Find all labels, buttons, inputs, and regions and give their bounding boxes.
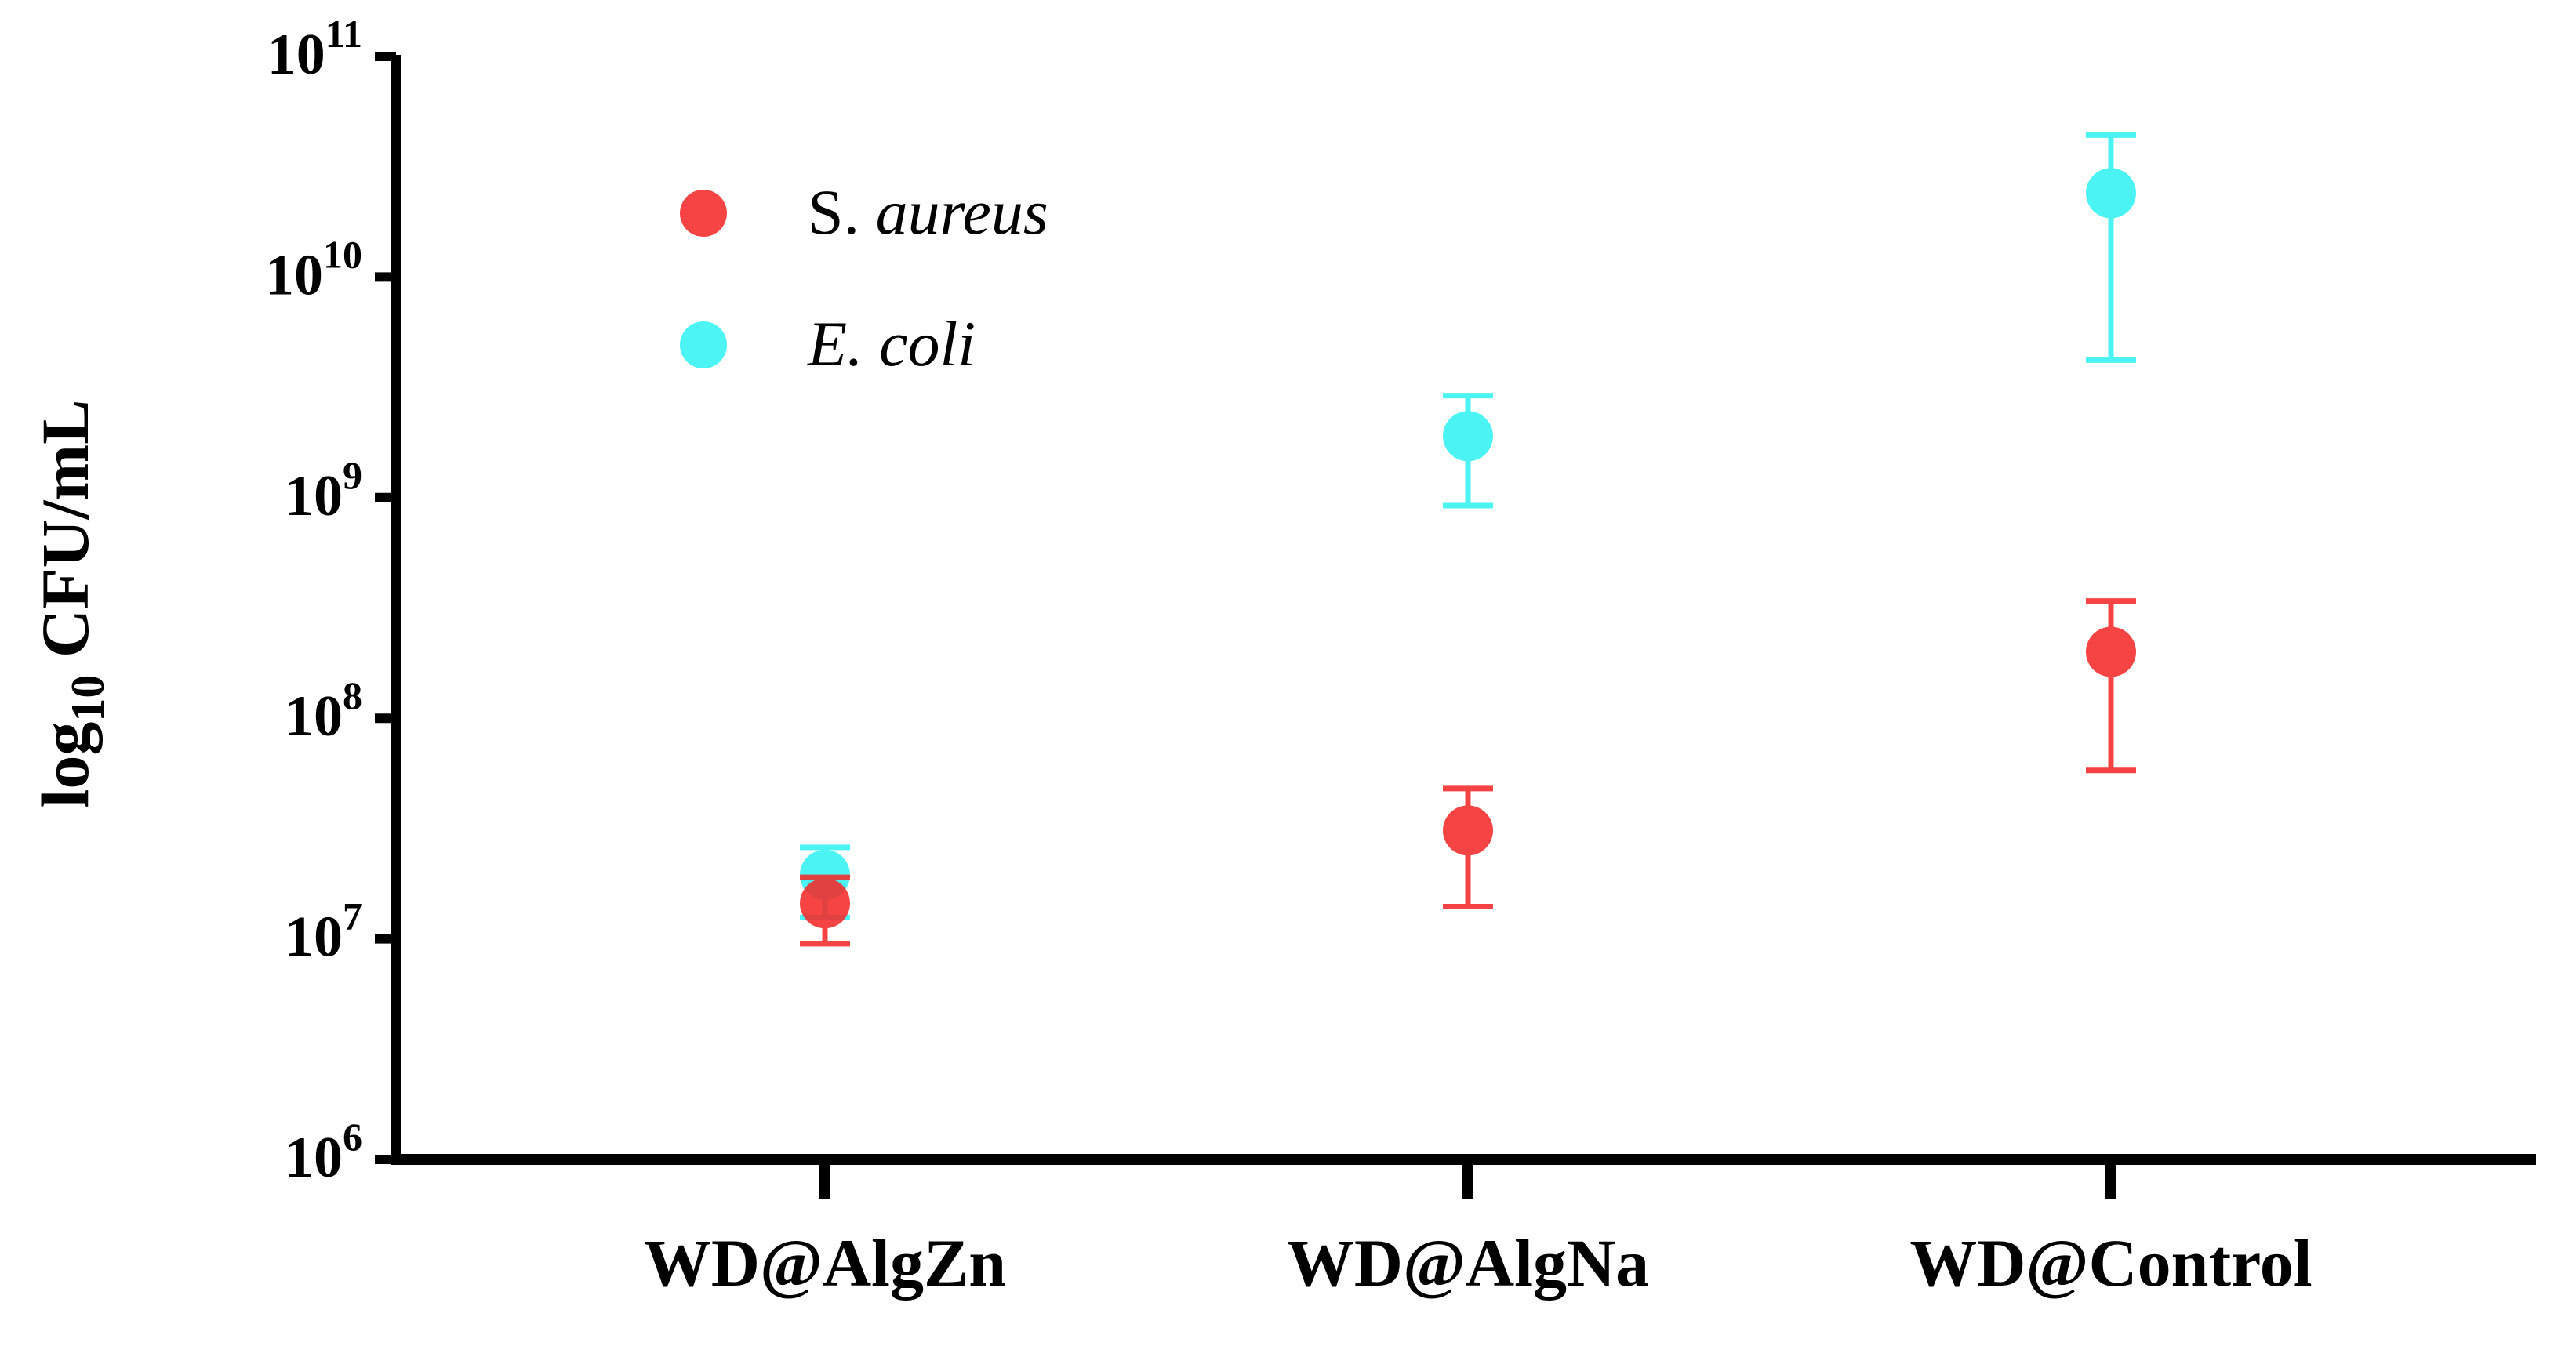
y-tick-exponent: 11 <box>325 12 362 56</box>
y-tick-base: 10 <box>285 1126 343 1190</box>
y-tick-exponent: 9 <box>343 453 362 497</box>
y-tick-exponent: 6 <box>343 1115 362 1159</box>
data-point <box>2086 168 2136 219</box>
y-axis-title-suffix: CFU/mL <box>27 399 103 674</box>
y-tick-base: 10 <box>285 464 343 528</box>
y-tick-exponent: 7 <box>343 894 362 938</box>
data-point-group <box>2086 598 2136 774</box>
y-tick-label: 107 <box>285 894 362 970</box>
data-point-group <box>1443 785 1493 909</box>
legend: S. aureus E. coli <box>680 176 1048 379</box>
data-point-group <box>800 874 850 947</box>
legend-marker <box>680 321 727 368</box>
data-point <box>800 878 850 929</box>
data-point <box>2086 626 2136 677</box>
y-tick-base: 10 <box>285 905 343 970</box>
y-tick-base: 10 <box>285 684 343 749</box>
y-tick-label: 108 <box>285 673 362 749</box>
legend-marker <box>680 190 727 237</box>
y-tick-label: 109 <box>285 453 362 528</box>
legend-label-italic: aureus <box>876 176 1048 248</box>
y-axis-title: log10 CFU/mL <box>27 399 114 807</box>
y-tick-label: 106 <box>285 1115 362 1190</box>
data-point-group <box>2086 132 2136 363</box>
x-axis-ticks: WD@AlgZn WD@AlgNa WD@Control <box>644 1159 2313 1301</box>
x-tick-label: WD@AlgZn <box>644 1225 1006 1301</box>
x-tick-label: WD@Control <box>1909 1225 2312 1301</box>
y-tick-base: 10 <box>267 23 325 87</box>
y-axis-title-prefix: log <box>27 722 103 808</box>
y-tick-label: 1010 <box>265 232 362 307</box>
data-point-group <box>1443 393 1493 509</box>
y-axis-title-subscript: 10 <box>62 675 114 722</box>
data-point <box>1443 805 1493 856</box>
x-tick-label: WD@AlgNa <box>1287 1225 1649 1301</box>
legend-label: E. coli <box>807 308 976 379</box>
legend-label-normal: S. <box>808 176 876 248</box>
y-tick-label: 1011 <box>267 12 362 87</box>
series-layer <box>800 132 2136 947</box>
data-point <box>1443 411 1493 462</box>
y-tick-base: 10 <box>265 243 323 307</box>
y-tick-exponent: 8 <box>343 673 362 717</box>
legend-label-italic: E. coli <box>807 308 976 379</box>
legend-label: S. aureus <box>808 176 1048 248</box>
y-tick-exponent: 10 <box>323 232 362 276</box>
